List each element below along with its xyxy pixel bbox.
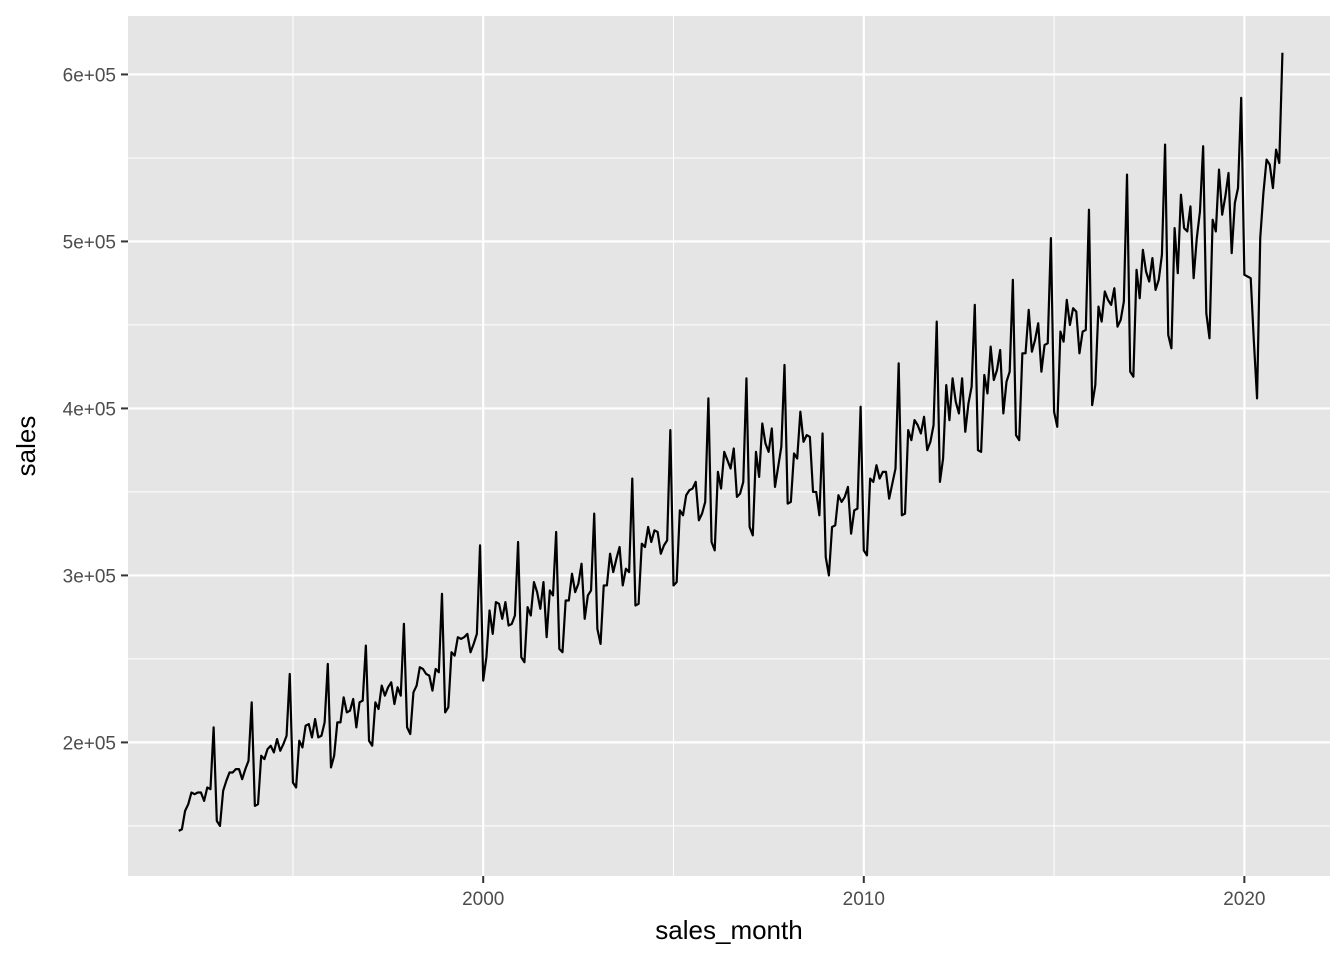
x-axis-title: sales_month [655,915,802,945]
minor-gridlines [128,16,1330,876]
y-axis-title: sales [11,416,41,477]
y-axis: 2e+05 3e+05 4e+05 5e+05 6e+05 [63,65,128,754]
x-axis: 2000 2010 2020 [462,876,1266,910]
sales-series-line [178,52,1284,832]
y-tick-label: 4e+05 [63,399,116,420]
series-layer [178,52,1284,832]
plot-panel [128,16,1330,876]
y-tick-label: 5e+05 [63,232,116,253]
major-gridlines [128,16,1330,876]
y-tick-label: 3e+05 [63,566,116,587]
x-tick-label: 2020 [1223,889,1265,910]
x-tick-label: 2010 [843,889,885,910]
x-tick-label: 2000 [462,889,504,910]
y-tick-label: 2e+05 [63,733,116,754]
y-tick-label: 6e+05 [63,65,116,86]
